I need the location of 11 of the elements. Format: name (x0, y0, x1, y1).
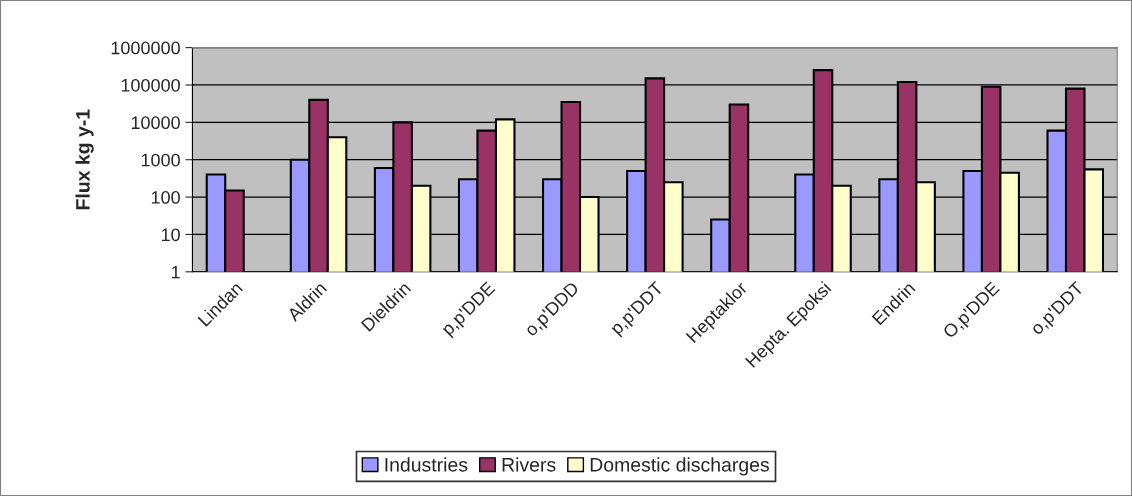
y-tick-label: 100000 (121, 78, 180, 92)
y-tick-label: 10000 (131, 116, 180, 130)
y-tick-label: 1000 (141, 153, 180, 167)
y-tick-label: 10 (161, 228, 180, 242)
y-axis-title: Flux kg y-1 (75, 109, 94, 210)
legend-label: Rivers (502, 457, 556, 472)
legend-label: Industries (385, 457, 468, 472)
y-tick-label: 100 (151, 191, 180, 204)
y-tick-label: 1 (171, 265, 180, 279)
legend-label: Domestic discharges (590, 457, 769, 476)
y-tick-label: 1000000 (111, 41, 180, 55)
